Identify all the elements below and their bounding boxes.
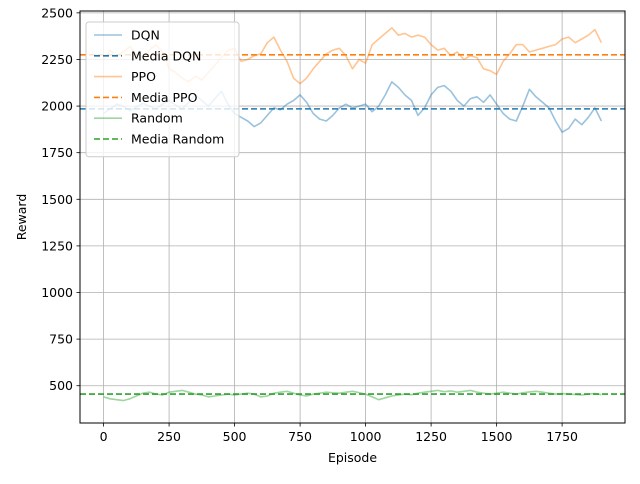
legend-label: Media Random: [131, 132, 224, 147]
y-tick-label: 750: [49, 332, 73, 347]
y-tick-label: 500: [49, 378, 73, 393]
legend-label: Media DQN: [131, 48, 201, 63]
x-tick-label: 1000: [350, 429, 382, 444]
x-tick-label: 1500: [481, 429, 513, 444]
ticks: 0 250 500 750 1000 1250 1500 1750 500 750 1000 1250…: [41, 5, 578, 444]
x-axis-title: Episode: [328, 450, 377, 465]
plot-frame: [79, 10, 626, 424]
series-random-line: [103, 389, 602, 402]
x-tick-label: 1250: [415, 429, 447, 444]
y-axis-title: Reward: [14, 194, 29, 241]
y-tick-label: 2000: [41, 99, 73, 114]
legend: DQN Media DQN PPO Media PPO Random Media Rand…: [85, 21, 240, 158]
x-tick-label: 500: [223, 429, 247, 444]
y-tick-label: 2250: [41, 52, 73, 67]
legend-label: DQN: [131, 28, 160, 43]
x-tick-label: 750: [288, 429, 312, 444]
y-tick-label: 1750: [41, 145, 73, 160]
legend-label: PPO: [131, 69, 156, 84]
x-tick-label: 250: [157, 429, 181, 444]
x-tick-label: 1750: [546, 429, 578, 444]
legend-label: Random: [131, 111, 183, 126]
legend-label: Media PPO: [131, 90, 198, 105]
y-tick-label: 2500: [41, 5, 73, 20]
x-tick-label: 0: [100, 429, 108, 444]
y-tick-label: 1250: [41, 238, 73, 253]
y-tick-label: 1500: [41, 192, 73, 207]
y-tick-label: 1000: [41, 285, 73, 300]
legend-box: [85, 21, 240, 158]
